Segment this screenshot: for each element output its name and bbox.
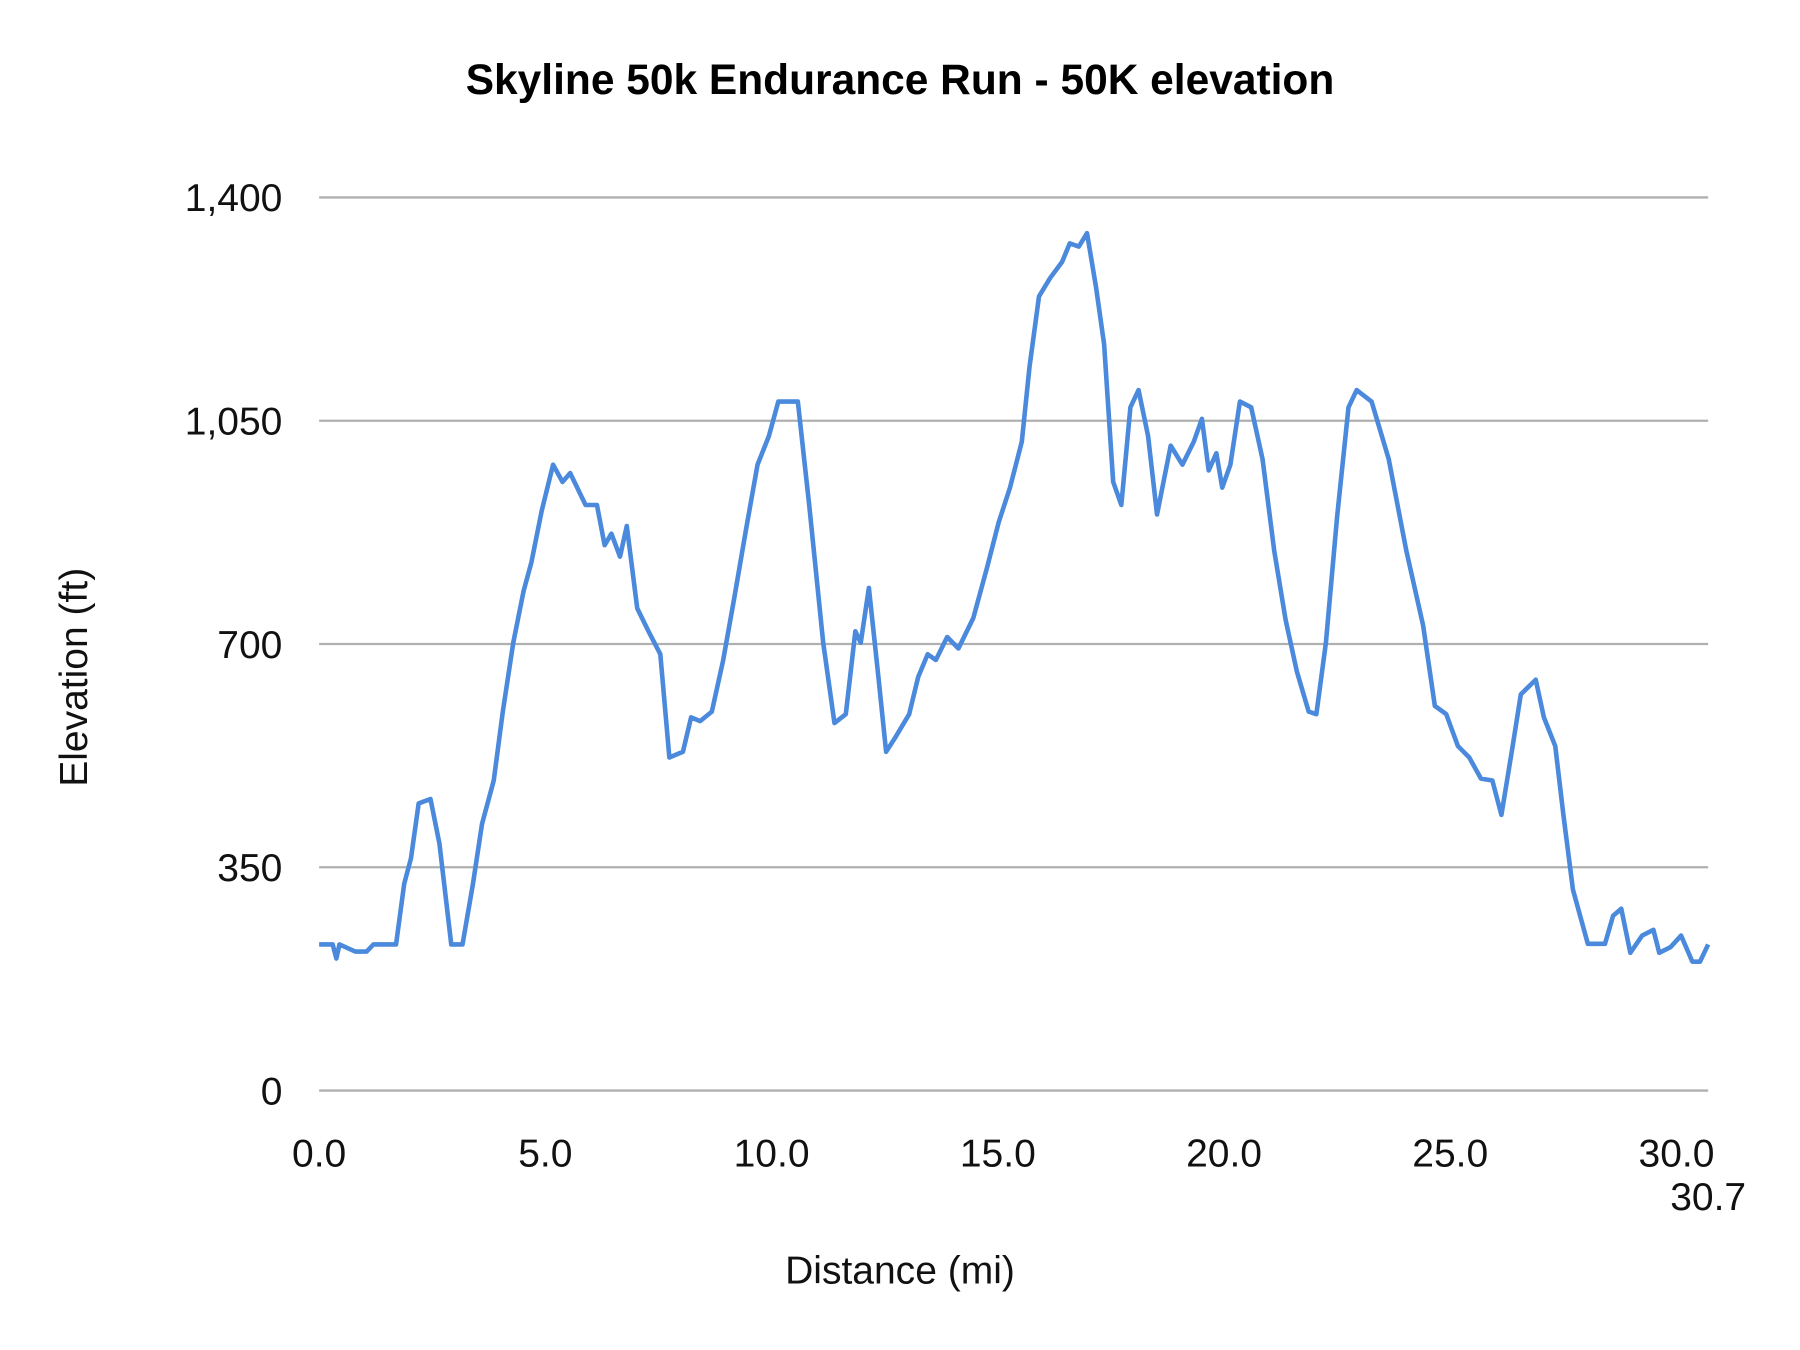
x-tick-label: 10.0 — [734, 1132, 810, 1175]
x-tick-label: 30.7 — [1670, 1176, 1746, 1219]
y-tick-label: 1,050 — [185, 401, 283, 444]
x-tick-label: 25.0 — [1412, 1132, 1488, 1175]
x-tick-label: 20.0 — [1186, 1132, 1262, 1175]
y-tick-label: 350 — [217, 847, 282, 890]
gridlines — [319, 196, 1709, 1092]
x-tick-label: 5.0 — [518, 1132, 572, 1175]
chart-title: Skyline 50k Endurance Run - 50K elevatio… — [466, 56, 1335, 103]
x-axis-label: Distance (mi) — [785, 1249, 1015, 1292]
y-axis-label: Elevation (ft) — [53, 568, 96, 787]
y-tick-label: 1,400 — [185, 177, 283, 220]
elevation-line — [319, 230, 1711, 964]
x-tick-label: 15.0 — [960, 1132, 1036, 1175]
y-tick-labels: 0 350 700 1,050 1,400 — [185, 177, 283, 1113]
x-tick-label: 30.0 — [1639, 1132, 1715, 1175]
x-tick-labels: 0.0 5.0 10.0 15.0 20.0 25.0 30.030.7 — [292, 1132, 1746, 1219]
y-tick-label: 700 — [217, 624, 282, 667]
y-tick-label: 0 — [261, 1070, 283, 1113]
x-tick-label: 0.0 — [292, 1132, 346, 1175]
